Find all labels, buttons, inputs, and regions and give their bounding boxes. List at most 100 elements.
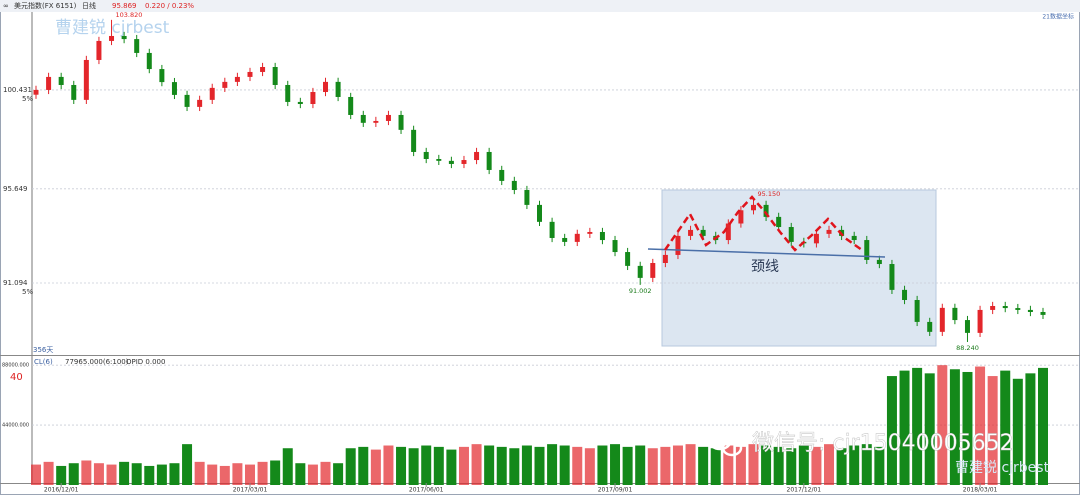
volume-bar [458,446,469,485]
volume-bar [836,448,847,485]
candle-body [524,190,530,205]
volume-bar [811,446,822,485]
volume-bar [31,464,41,485]
candle-body [411,129,417,152]
volume-bar [660,446,671,485]
watermark: 曹建锐 cjrbest [55,18,170,38]
candle-body [272,66,278,85]
candle-body [373,120,379,123]
last-price: 95.869 [112,2,137,10]
y-tick-note: 5% [22,95,33,103]
candle-body [385,114,391,121]
header-icon: ∞ [3,2,9,10]
volume-bar [1012,378,1023,485]
price-label: 95.150 [757,190,780,198]
candle-body [159,69,165,83]
volume-bar [194,461,205,485]
candle-body [964,320,970,333]
volume-bar [131,463,142,485]
volume-bar [1000,370,1011,485]
candle-body [1002,306,1008,309]
wechat-watermark: 微信号: cjr15040005652 [707,429,1014,457]
watermark-bottom: 曹建锐 cjrbest [955,460,1050,476]
volume-bar [761,445,772,485]
candle-body [650,262,656,278]
candle-body [574,233,580,242]
volume-bar [207,464,218,485]
volume-name: CL(6) [34,358,53,366]
candle-body [851,235,857,241]
volume-bar [169,463,180,485]
candle-body [58,76,64,85]
x-tick-label: 2018/03/01 [963,487,998,494]
candle-body [360,114,366,123]
wechat-id: 微信号: cjr15040005652 [752,431,1014,456]
volume-bar [320,461,331,485]
volume-bar [924,373,935,485]
candle-body [197,99,203,107]
volume-bar [874,446,885,485]
candle-body [71,84,77,100]
volume-value: 77965.000(6:100) [65,358,129,366]
volume-level: 40 [10,372,23,383]
candle-body [448,160,454,164]
candle-body [587,231,593,234]
volume-bar [735,446,746,485]
change: 0.220 / 0.23% [145,2,194,10]
volume-bar [345,448,356,485]
volume-bar [572,446,583,485]
y-tick-label: 44000.000 [2,423,29,429]
volume-bar [849,445,860,485]
candle-body [662,254,668,263]
volume-bar [496,446,507,485]
candle-body [234,76,240,82]
volume-bar [647,448,658,485]
volume-bar [610,444,621,485]
span-label: 356天 [33,346,53,354]
candle-body [776,216,782,228]
candle-body [738,210,744,224]
candle-body [323,81,329,93]
volume-bar [358,446,369,485]
y-tick-label: 91.094 [3,279,28,287]
volume-bar [182,444,193,485]
candle-body [688,229,694,236]
volume-bar [244,464,255,485]
candle-body [927,321,933,332]
volume-bar [597,445,608,485]
volume-bar [521,445,532,485]
candle-body [285,84,291,102]
volume-bar [584,448,595,485]
candle-body [260,66,266,72]
header-bar [0,0,1080,12]
volume-bar [912,367,923,485]
candle-body [171,82,177,95]
candle-body [134,39,140,53]
candle-body [914,300,920,322]
candle-body [977,309,983,333]
candle-body [209,87,215,100]
volume-bar [68,463,79,485]
volume-bar [219,465,230,485]
volume-bar [559,445,570,485]
candle-body [826,229,832,234]
volume-bar [824,444,835,485]
candle-body [939,307,945,332]
candle-body [310,92,316,105]
volume-bar [396,446,407,485]
volume-bar [232,463,243,485]
price-label: 91.002 [629,287,652,295]
volume-bar [949,369,960,485]
candle-body [902,289,908,301]
candle-body [96,40,102,60]
candle-body [562,237,568,242]
volume-bar [798,445,809,485]
symbol: 美元指数(FX 6151) [14,1,77,10]
volume-bar [1025,373,1036,485]
volume-bar [56,465,67,485]
candle-body [537,204,542,222]
volume-bar [43,461,54,485]
x-tick-label: 2016/12/01 [44,487,79,494]
pattern-box [661,189,937,347]
volume-bar [446,449,457,485]
